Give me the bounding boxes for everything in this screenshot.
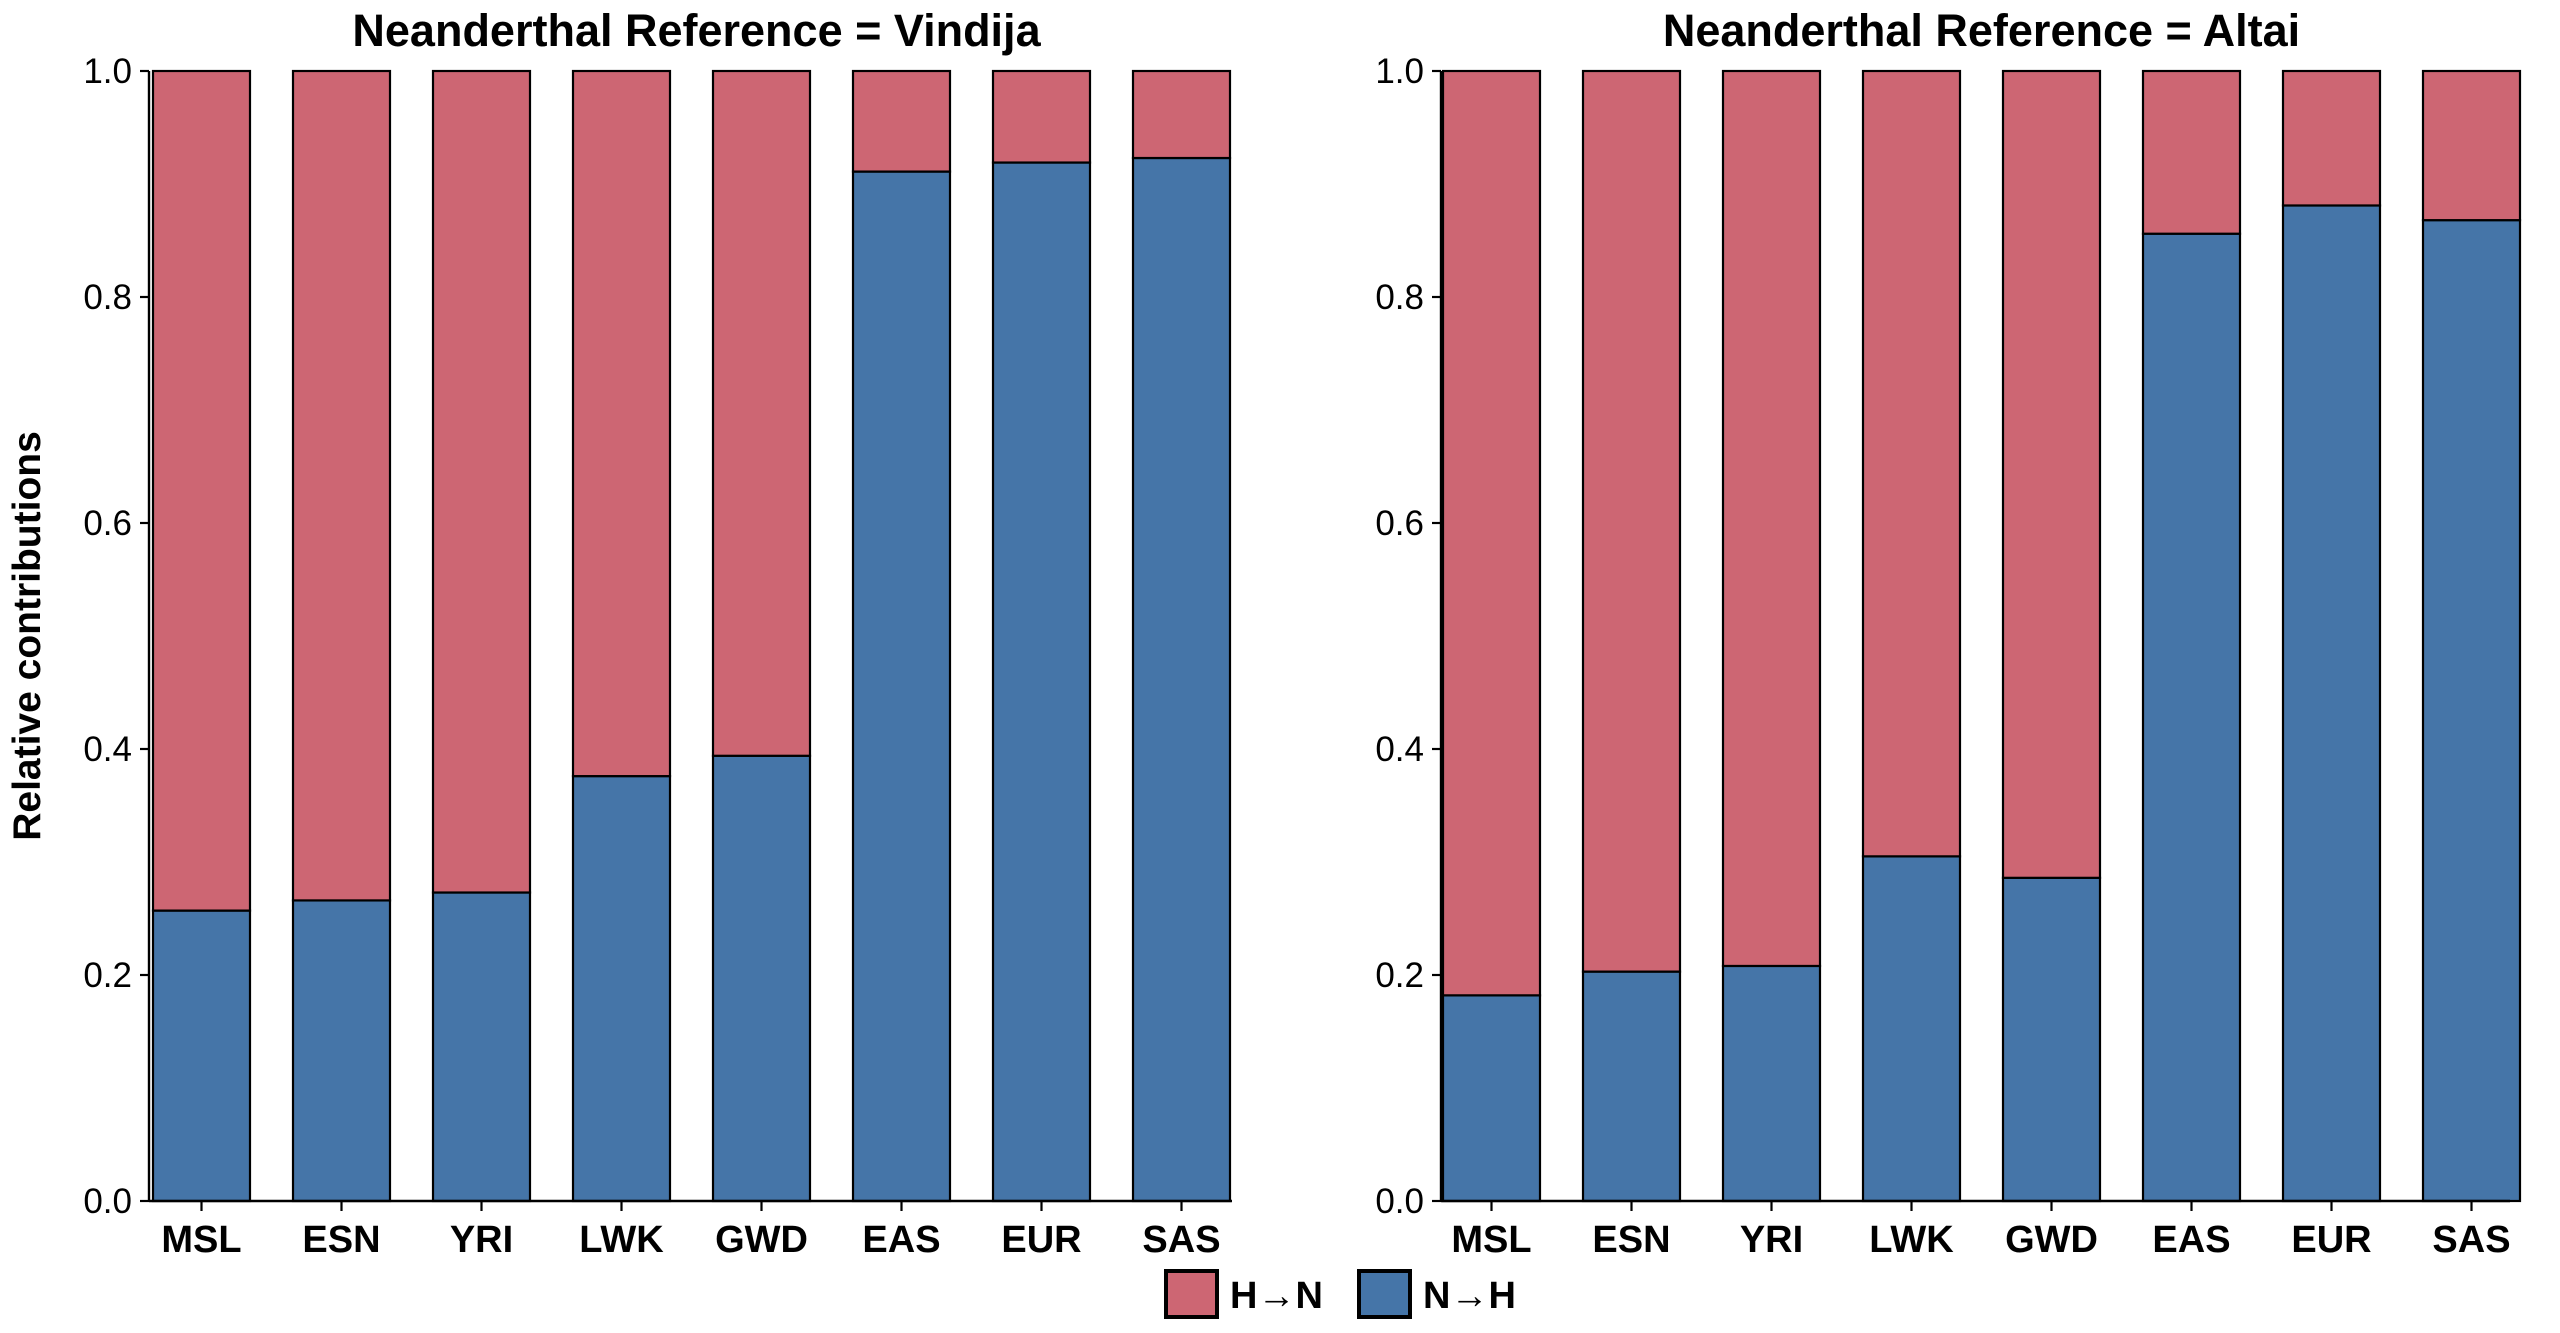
y-tick-label: 0.4	[83, 730, 132, 769]
x-tick-label-lwk: LWK	[1869, 1219, 1954, 1261]
x-tick-label-yri: YRI	[1740, 1219, 1803, 1261]
bar-segment-h-to-n-eur	[2281, 69, 2382, 207]
y-axis-label-group: Relative contributions	[6, 431, 49, 841]
bar-segment-n-to-h-eur	[2281, 204, 2382, 1203]
bar-segment-h-to-n-msl	[151, 69, 252, 912]
y-tick-label: 0.2	[1375, 956, 1424, 995]
bar-segment-n-to-h-yri	[1721, 964, 1822, 1203]
legend-label-n-to-h: N→H	[1423, 1275, 1516, 1317]
bar-segment-n-to-h-sas	[2421, 219, 2522, 1203]
bar-segment-h-to-n-eas	[851, 69, 952, 173]
y-tick-label: 1.0	[83, 52, 132, 91]
bar-segment-h-to-n-sas	[2421, 69, 2522, 222]
bar-segment-h-to-n-yri	[1721, 69, 1822, 968]
bar-segment-n-to-h-sas	[1131, 156, 1232, 1203]
bar-segment-h-to-n-yri	[431, 69, 532, 894]
bar-segment-h-to-n-msl	[1441, 69, 1542, 997]
y-tick-label: 0.0	[1375, 1182, 1424, 1221]
panel-altai: Neanderthal Reference = Altai MSL ESN YRI LW…	[1375, 5, 2522, 1261]
bar-segment-n-to-h-gwd	[2001, 876, 2102, 1203]
y-tick-label: 0.8	[1375, 278, 1424, 317]
bar-segment-h-to-n-esn	[1581, 69, 1682, 973]
bar-segment-h-to-n-esn	[291, 69, 392, 902]
bar-segment-n-to-h-gwd	[711, 754, 812, 1203]
x-tick-label-sas: SAS	[1142, 1219, 1220, 1261]
x-tick-label-eas: EAS	[862, 1219, 940, 1261]
x-tick-label-esn: ESN	[1592, 1219, 1670, 1261]
bar-segment-h-to-n-eur	[991, 69, 1092, 164]
x-tick-label-sas: SAS	[2432, 1219, 2510, 1261]
bar-segment-n-to-h-lwk	[1861, 855, 1962, 1203]
bar-segment-n-to-h-eur	[991, 161, 1092, 1203]
y-tick-label: 0.0	[83, 1182, 132, 1221]
bar-segment-n-to-h-msl	[151, 909, 252, 1203]
bar-segment-n-to-h-msl	[1441, 994, 1542, 1203]
bar-segment-n-to-h-eas	[851, 170, 952, 1203]
bar-segment-h-to-n-eas	[2141, 69, 2242, 235]
legend: H→N N→H	[1164, 1269, 1516, 1319]
bar-segment-n-to-h-esn	[291, 899, 392, 1203]
bar-segment-n-to-h-lwk	[571, 775, 672, 1203]
legend-label-h-to-n: H→N	[1230, 1275, 1323, 1317]
y-tick-label: 0.6	[83, 504, 132, 543]
x-tick-label-gwd: GWD	[2005, 1219, 2098, 1261]
panel-title: Neanderthal Reference = Altai	[1663, 5, 2300, 56]
x-tick-label-esn: ESN	[302, 1219, 380, 1261]
legend-swatch-n-to-h	[1357, 1269, 1412, 1319]
x-tick-label-eas: EAS	[2152, 1219, 2230, 1261]
y-tick-label: 0.6	[1375, 504, 1424, 543]
x-tick-label-eur: EUR	[2291, 1219, 2371, 1261]
bar-segment-n-to-h-yri	[431, 891, 532, 1203]
bar-segment-n-to-h-esn	[1581, 970, 1682, 1203]
x-tick-label-msl: MSL	[161, 1219, 241, 1261]
legend-swatch-h-to-n	[1164, 1269, 1219, 1319]
y-axis-label: Relative contributions	[6, 431, 49, 841]
bar-segment-h-to-n-lwk	[1861, 69, 1962, 858]
bars-group	[151, 69, 1232, 1203]
y-tick-label: 0.8	[83, 278, 132, 317]
bars-group	[1441, 69, 2522, 1203]
panel-vindija: Neanderthal Reference = Vindija MSL ESN YRI…	[83, 5, 1232, 1261]
y-tick-label: 1.0	[1375, 52, 1424, 91]
bar-segment-h-to-n-lwk	[571, 69, 672, 778]
x-tick-label-eur: EUR	[1001, 1219, 1081, 1261]
bar-segment-h-to-n-sas	[1131, 69, 1232, 160]
x-tick-label-msl: MSL	[1451, 1219, 1531, 1261]
y-tick-label: 0.2	[83, 956, 132, 995]
x-tick-label-yri: YRI	[450, 1219, 513, 1261]
bar-segment-h-to-n-gwd	[711, 69, 812, 757]
x-tick-label-lwk: LWK	[579, 1219, 664, 1261]
y-tick-label: 0.4	[1375, 730, 1424, 769]
bar-segment-n-to-h-eas	[2141, 232, 2242, 1203]
panel-title: Neanderthal Reference = Vindija	[352, 5, 1041, 56]
bar-segment-h-to-n-gwd	[2001, 69, 2102, 879]
x-tick-label-gwd: GWD	[715, 1219, 808, 1261]
